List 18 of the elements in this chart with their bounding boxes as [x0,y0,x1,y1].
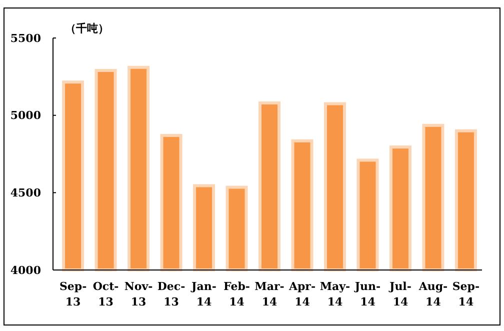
y-tick-label: 4000 [10,264,42,277]
y-tick-label: 4500 [10,186,42,200]
y-axis-title: （千吨） [65,22,109,35]
x-tick-label: Jun-14 [354,280,381,308]
x-tick-label: Oct-13 [92,280,119,308]
x-tick-label: Feb-14 [224,280,250,308]
x-tick-label: Sep-14 [452,280,480,308]
x-tick-label: Dec-13 [157,280,186,308]
x-tick-label: Nov-13 [124,280,153,308]
x-tick-label: Jan-14 [190,280,216,308]
x-tick-label: Mar-14 [254,280,284,308]
y-tick-label: 5500 [10,32,42,45]
x-tick-label: Aug-14 [418,280,448,308]
y-tick-label: 5000 [10,109,42,122]
x-tick-label: Jul-14 [388,280,412,308]
x-tick-label: Sep-13 [59,280,87,308]
x-tick-label: Apr-14 [288,280,316,308]
x-tick-label: May-14 [320,280,350,308]
